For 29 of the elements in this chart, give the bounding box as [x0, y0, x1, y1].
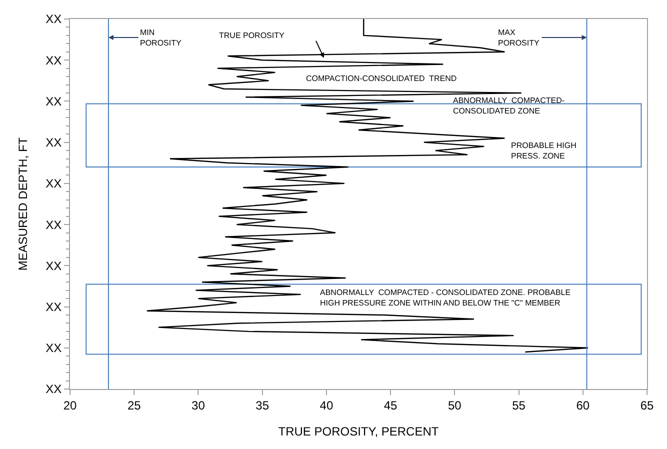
y-tick-label: XX — [46, 218, 62, 232]
x-tick-label: 55 — [512, 398, 526, 412]
ref-line-label: MIN POROSITY — [140, 28, 182, 48]
y-tick-label: XX — [46, 382, 62, 396]
x-tick-label: 65 — [640, 398, 654, 412]
x-tick-label: 35 — [256, 398, 270, 412]
y-tick-label: XX — [46, 136, 62, 150]
annotation: PROBABLE HIGH PRESS. ZONE — [511, 141, 577, 160]
y-tick-label: XX — [46, 258, 62, 273]
y-tick-label: XX — [46, 341, 62, 356]
x-tick-label: 45 — [384, 398, 398, 412]
x-axis-title: TRUE POROSITY, PERCENT — [278, 424, 440, 438]
x-tick-label: 60 — [576, 398, 590, 412]
ref-line-label: MAX POROSITY — [498, 28, 540, 48]
y-tick-label: XX — [46, 12, 62, 26]
x-tick-label: 50 — [448, 398, 462, 412]
annotation: ABNORMALLY COMPACTED- CONSOLIDATED ZONE — [453, 96, 565, 116]
y-axis-title: MEASURED DEPTH, FT — [16, 136, 30, 271]
x-tick-label: 30 — [192, 398, 206, 412]
y-tick-label: XX — [46, 94, 62, 108]
x-tick-label: 20 — [63, 398, 77, 412]
annotation: TRUE POROSITY — [219, 31, 286, 40]
y-tick-label: XX — [46, 176, 62, 191]
x-tick-label: 40 — [320, 398, 334, 412]
x-tick-label: 25 — [127, 398, 142, 412]
y-tick-label: XX — [46, 53, 62, 68]
annotation: ABNORMALLY COMPACTED - CONSOLIDATED ZONE. PROBABLE HIGH PRESSURE ZONE WITHIN AND BELOW THE "C" MEMBER — [320, 288, 571, 308]
y-tick-label: XX — [46, 300, 62, 314]
annotation: COMPACTION-CONSOLIDATED TREND — [306, 74, 457, 83]
